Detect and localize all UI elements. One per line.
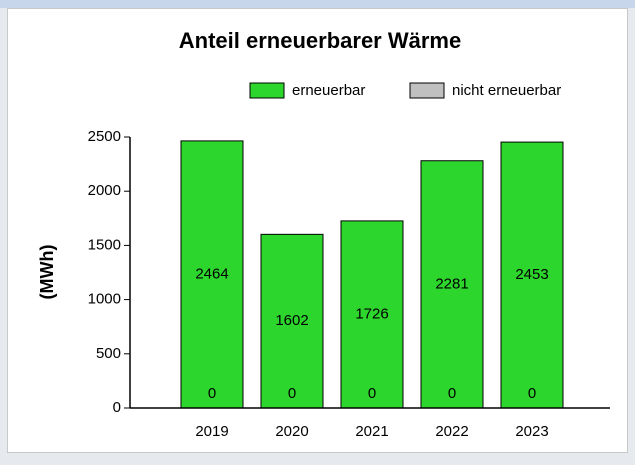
value-label: 0 xyxy=(528,385,536,402)
x-tick-label: 2019 xyxy=(195,423,228,440)
y-tick-label: 2000 xyxy=(88,182,121,199)
y-tick-label: 2500 xyxy=(88,128,121,145)
bar-segment xyxy=(260,233,324,409)
x-tick-label: 2022 xyxy=(435,423,468,440)
y-tick-label: 0 xyxy=(113,399,121,416)
value-label: 1726 xyxy=(355,305,388,322)
value-label: 0 xyxy=(288,385,296,402)
value-label: 2453 xyxy=(515,266,548,283)
value-label: 1602 xyxy=(275,312,308,329)
value-label: 0 xyxy=(368,385,376,402)
bar-segment xyxy=(500,141,564,409)
y-axis-label: (MWh) xyxy=(37,245,57,300)
bar-segment xyxy=(340,220,404,409)
y-tick-label: 1000 xyxy=(88,291,121,308)
x-tick-label: 2020 xyxy=(275,423,308,440)
top-strip xyxy=(0,0,635,8)
value-label: 0 xyxy=(448,385,456,402)
legend-swatch xyxy=(409,82,445,99)
value-label: 0 xyxy=(208,385,216,402)
value-label: 2281 xyxy=(435,275,468,292)
legend-swatch xyxy=(249,82,285,99)
y-tick-label: 500 xyxy=(96,345,121,362)
x-tick-label: 2021 xyxy=(355,423,388,440)
value-label: 2464 xyxy=(195,265,228,282)
chart-title: Anteil erneuerbarer Wärme xyxy=(179,28,461,53)
legend-label: erneuerbar xyxy=(292,82,365,99)
y-tick-label: 1500 xyxy=(88,236,121,253)
legend-label: nicht erneuerbar xyxy=(452,82,561,99)
bar-segment xyxy=(420,160,484,409)
x-tick-label: 2023 xyxy=(515,423,548,440)
bar-segment xyxy=(180,140,244,409)
